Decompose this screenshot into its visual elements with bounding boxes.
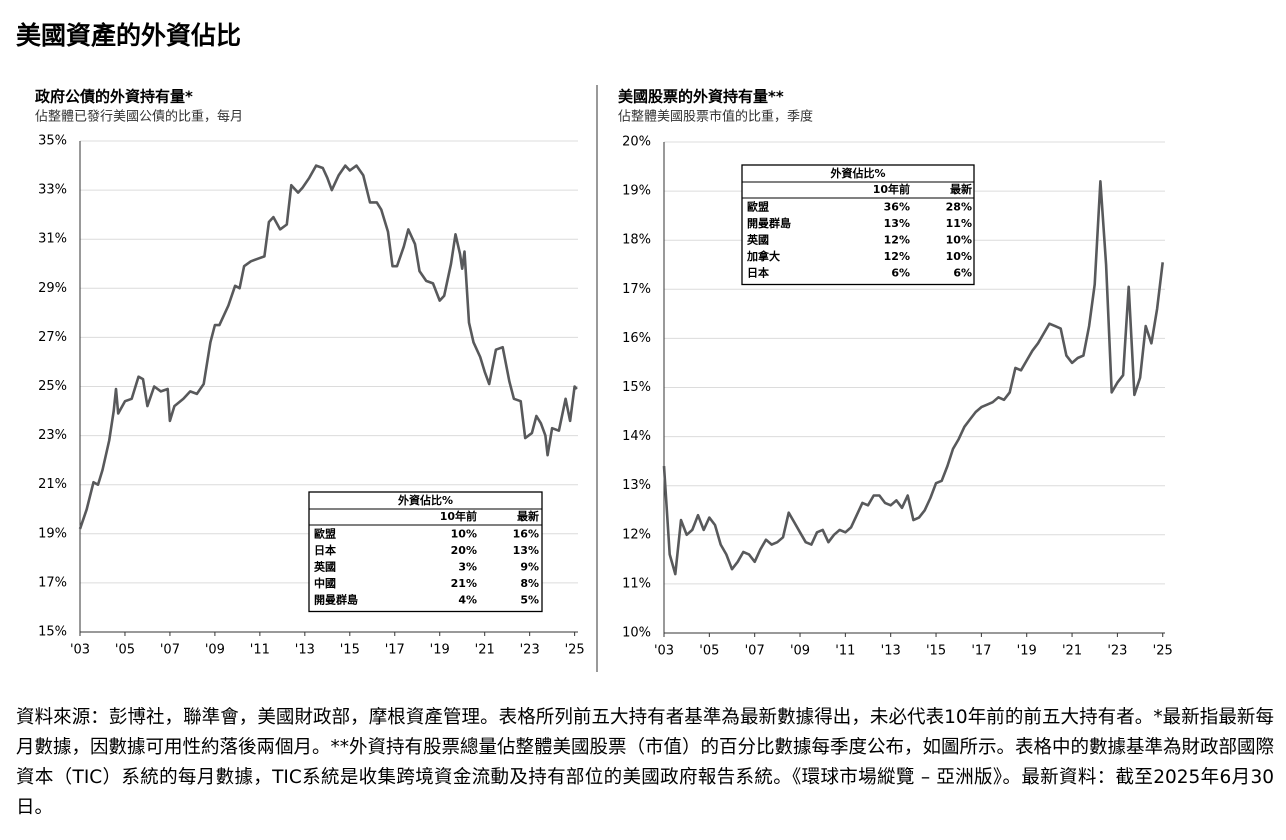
table-cell: 16% — [513, 527, 539, 540]
table-box — [308, 491, 543, 613]
x-tick-label: '21 — [1062, 644, 1082, 659]
table-row-label: 開曼群島 — [747, 216, 791, 230]
y-tick-label: 20% — [622, 135, 651, 150]
table-cell: 28% — [946, 200, 972, 213]
data-line — [78, 164, 578, 530]
x-tick-label: '03 — [70, 643, 90, 658]
y-tick-label: 33% — [38, 183, 67, 198]
chart-title: 政府公債的外資持有量* — [35, 88, 193, 106]
table-cell: 11% — [946, 217, 972, 230]
x-tick-label: '09 — [790, 644, 810, 659]
table-cell: 13% — [884, 217, 910, 230]
chart-subtitle: 佔整體美國股票市值的比重，季度 — [618, 109, 813, 125]
chart-subtitle: 佔整體已發行美國公債的比重，每月 — [35, 109, 243, 125]
charts: 政府公債的外資持有量* 佔整體已發行美國公債的比重，每月 15% 17% 19% 21% 2… — [35, 85, 1173, 672]
table-column-header: 10年前 — [873, 182, 910, 196]
table-row-label: 歐盟 — [314, 526, 336, 540]
y-tick-label: 25% — [38, 379, 67, 394]
x-tick-label: '03 — [654, 644, 674, 659]
table-column-header: 最新 — [517, 509, 539, 523]
table-row-label: 英國 — [746, 232, 769, 246]
table-column-header: 10年前 — [440, 509, 477, 523]
table-row-label: 英國 — [313, 559, 336, 573]
y-tick-label: 31% — [38, 232, 67, 247]
y-tick-label: 18% — [622, 233, 651, 248]
x-tick-label: '13 — [881, 644, 901, 659]
chart-title: 美國股票的外資持有量** — [618, 88, 784, 106]
x-tick-label: '17 — [385, 643, 405, 658]
x-tick-label: '25 — [1153, 644, 1173, 659]
y-tick-label: 15% — [622, 380, 651, 395]
table-cell: 10% — [451, 527, 477, 540]
x-tick-label: '15 — [926, 644, 946, 659]
x-tick-label: '13 — [295, 643, 315, 658]
table-cell: 3% — [458, 560, 477, 573]
x-tick-label: '19 — [430, 643, 450, 658]
table-cell: 12% — [884, 250, 910, 263]
table-box — [741, 164, 975, 286]
table-cell: 36% — [884, 200, 910, 213]
x-tick-label: '09 — [205, 643, 225, 658]
data-line — [662, 180, 1164, 576]
table-column-header: 最新 — [950, 182, 972, 196]
table-cell: 13% — [513, 544, 539, 557]
x-tick-label: '15 — [340, 643, 360, 658]
table-cell: 6% — [891, 266, 910, 279]
y-tick-label: 27% — [38, 330, 67, 345]
x-tick-label: '23 — [520, 643, 540, 658]
table-title: 外資佔比% — [829, 166, 885, 180]
table-cell: 9% — [520, 560, 539, 573]
y-tick-label: 14% — [622, 429, 651, 444]
table-title: 外資佔比% — [397, 493, 453, 507]
y-tick-label: 21% — [38, 477, 67, 492]
y-tick-label: 13% — [622, 478, 651, 493]
x-tick-label: '11 — [835, 644, 855, 659]
y-tick-label: 35% — [38, 134, 67, 149]
y-tick-label: 10% — [622, 626, 651, 641]
table-cell: 4% — [458, 593, 477, 606]
table-cell: 21% — [451, 577, 477, 590]
y-tick-label: 12% — [622, 527, 651, 542]
table-cell: 10% — [946, 250, 972, 263]
x-tick-label: '19 — [1017, 644, 1037, 659]
x-tick-label: '17 — [971, 644, 991, 659]
table-cell: 10% — [946, 233, 972, 246]
x-tick-label: '23 — [1107, 644, 1127, 659]
table-cell: 20% — [451, 544, 477, 557]
table-cell: 8% — [520, 577, 539, 590]
x-tick-label: '07 — [745, 644, 765, 659]
table-row-label: 加拿大 — [746, 249, 780, 263]
y-tick-label: 17% — [38, 575, 67, 590]
table-cell: 12% — [884, 233, 910, 246]
x-tick-label: '05 — [115, 643, 135, 658]
y-tick-label: 16% — [622, 331, 651, 346]
x-tick-label: '07 — [160, 643, 180, 658]
table-cell: 5% — [520, 593, 539, 606]
y-tick-label: 19% — [622, 184, 651, 199]
table-row-label: 中國 — [314, 576, 336, 590]
y-tick-label: 23% — [38, 428, 67, 443]
table-row-label: 日本 — [747, 265, 769, 279]
y-tick-label: 29% — [38, 281, 67, 296]
x-tick-label: '21 — [475, 643, 495, 658]
footnote: 資料來源：彭博社，聯準會，美國財政部，摩根資產管理。表格所列前五大持有者基準為最… — [16, 707, 1275, 818]
x-tick-label: '25 — [565, 643, 585, 658]
x-tick-label: '11 — [250, 643, 270, 658]
table-cell: 6% — [953, 266, 972, 279]
page-title: 美國資產的外資佔比 — [16, 21, 242, 50]
table-row-label: 開曼群島 — [314, 592, 358, 606]
table-row-label: 歐盟 — [747, 199, 769, 213]
y-tick-label: 15% — [38, 625, 67, 640]
y-tick-label: 17% — [622, 282, 651, 297]
y-tick-label: 11% — [622, 576, 651, 591]
x-tick-label: '05 — [699, 644, 719, 659]
y-tick-label: 19% — [38, 526, 67, 541]
table-row-label: 日本 — [314, 543, 336, 557]
